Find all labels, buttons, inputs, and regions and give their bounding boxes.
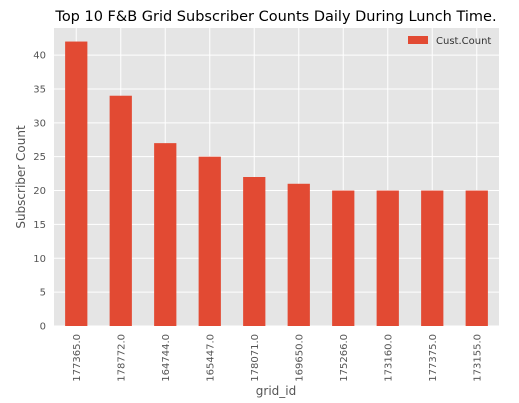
bars	[65, 41, 488, 327]
bar-178071.0	[243, 177, 266, 326]
chart-title: Top 10 F&B Grid Subscriber Counts Daily …	[54, 9, 496, 25]
y-tick-label: 40	[33, 51, 46, 62]
x-tick-label: 165447.0	[205, 334, 216, 382]
y-tick-label: 35	[33, 84, 46, 95]
x-tick-label: 164744.0	[161, 334, 172, 382]
bar-173160.0	[376, 190, 399, 326]
y-tick-label: 25	[33, 152, 46, 163]
x-axis-label: grid_id	[256, 384, 296, 398]
bar-164744.0	[154, 143, 177, 326]
x-tick-label: 173155.0	[472, 334, 483, 382]
x-tick-label: 178071.0	[250, 334, 261, 382]
bar-177375.0	[421, 190, 444, 326]
y-tick-label: 15	[33, 220, 46, 231]
x-tick-label: 177375.0	[428, 334, 439, 382]
x-axis-ticks: 177365.0 178772.0 164744.0 165447.0 178071.0…	[72, 334, 484, 382]
x-tick-label: 169650.0	[294, 334, 305, 382]
y-axis-ticks: 0 5 10 15 20 25 30 35 40	[33, 51, 46, 333]
x-tick-label: 178772.0	[116, 334, 127, 382]
bar-173155.0	[465, 190, 488, 326]
legend-swatch	[408, 36, 428, 44]
y-axis-label: Subscriber Count	[14, 125, 28, 229]
bar-165447.0	[198, 156, 221, 326]
bar-177365.0	[65, 41, 88, 326]
x-tick-label: 177365.0	[72, 334, 83, 382]
y-tick-label: 30	[33, 118, 46, 129]
x-tick-label: 173160.0	[383, 334, 394, 382]
bar-169650.0	[287, 183, 310, 326]
bar-178772.0	[109, 95, 132, 327]
legend-label: Cust.Count	[436, 36, 491, 47]
y-tick-label: 5	[40, 288, 46, 299]
y-tick-label: 0	[40, 322, 46, 333]
y-tick-label: 20	[33, 186, 46, 197]
x-tick-label: 175266.0	[339, 334, 350, 382]
y-tick-label: 10	[33, 254, 46, 265]
bar-175266.0	[332, 190, 355, 326]
legend: Cust.Count	[408, 36, 491, 47]
